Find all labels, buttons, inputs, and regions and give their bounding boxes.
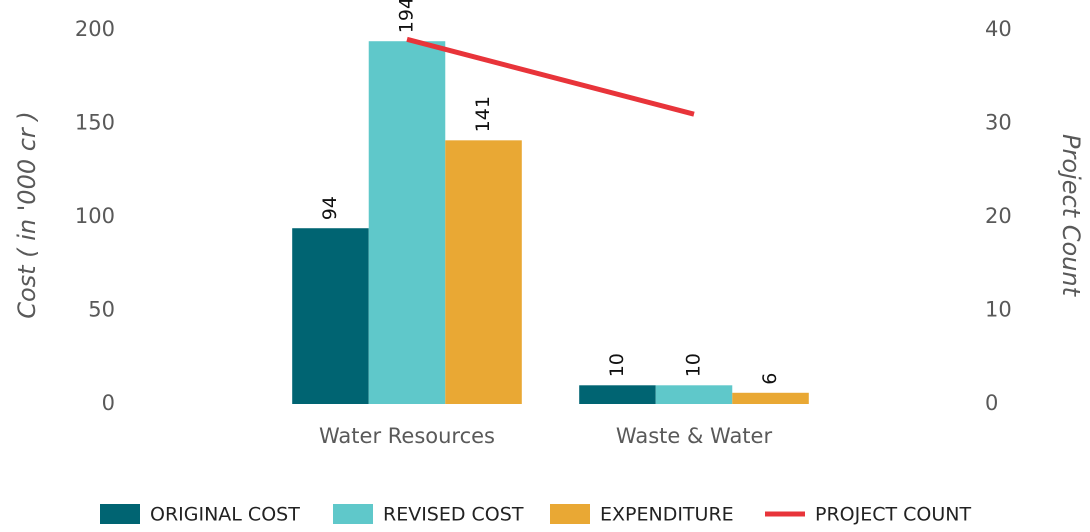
legend-label: REVISED COST xyxy=(383,504,524,526)
data-label: 10 xyxy=(683,353,705,377)
y-tick-label: 50 xyxy=(88,298,115,322)
y-tick-label: 200 xyxy=(75,17,115,41)
y-tick-label: 0 xyxy=(102,391,115,415)
y2-tick-label: 10 xyxy=(985,298,1012,322)
bar xyxy=(292,228,369,404)
data-label: 10 xyxy=(606,353,628,377)
bar xyxy=(732,392,809,404)
bar xyxy=(579,385,656,404)
data-label: 94 xyxy=(319,196,341,220)
y-axis-title: Cost ( in '000 cr ) xyxy=(13,111,41,319)
legend-swatch xyxy=(100,504,140,524)
legend-label: EXPENDITURE xyxy=(600,504,734,526)
y2-tick-label: 20 xyxy=(985,204,1012,228)
x-tick-label: Waste & Water xyxy=(616,424,773,448)
y-tick-label: 100 xyxy=(75,204,115,228)
legend-label: ORIGINAL COST xyxy=(150,504,300,526)
x-tick-label: Water Resources xyxy=(319,424,495,448)
legend-swatch xyxy=(550,504,590,524)
data-label: 194 xyxy=(396,0,418,33)
legend-swatch xyxy=(333,504,373,524)
y2-axis-title: Project Count xyxy=(1057,134,1085,298)
data-label: 6 xyxy=(759,373,781,385)
bar xyxy=(368,41,446,404)
y2-tick-label: 30 xyxy=(985,111,1012,135)
bar xyxy=(445,140,522,404)
y-tick-label: 150 xyxy=(75,111,115,135)
y2-tick-label: 40 xyxy=(985,17,1012,41)
y2-tick-label: 0 xyxy=(985,391,998,415)
legend-label: PROJECT COUNT xyxy=(815,504,971,526)
bar xyxy=(655,385,733,404)
line xyxy=(406,36,695,117)
data-label: 141 xyxy=(472,96,494,132)
